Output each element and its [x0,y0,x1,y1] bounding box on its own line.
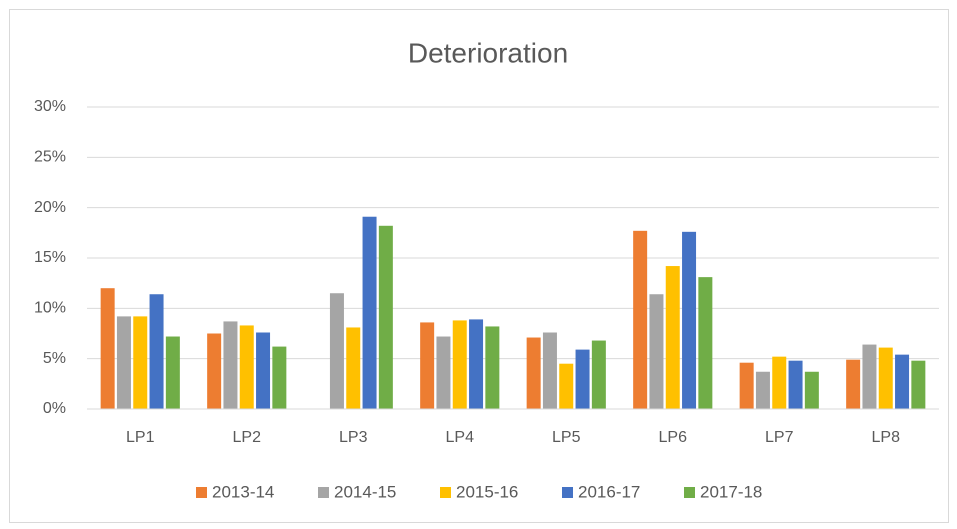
bar [878,347,893,409]
legend-label: 2014-15 [334,482,396,501]
bar [362,216,377,409]
bar [256,332,271,409]
bar [420,322,435,409]
legend-swatch [562,487,573,498]
y-tick-label: 5% [43,350,66,367]
bar [149,294,164,409]
legend-label: 2015-16 [456,482,518,501]
bar [575,349,590,409]
bar [895,354,910,409]
bar [100,288,115,409]
legend-label: 2013-14 [212,482,274,501]
chart-title: Deterioration [408,37,568,68]
bar [223,321,238,409]
legend-swatch [318,487,329,498]
bar [862,344,877,409]
bar [788,360,803,409]
bar [682,231,697,409]
legend-label: 2017-18 [700,482,762,501]
x-tick-label: LP4 [446,429,475,446]
bar [133,316,148,409]
x-tick-label: LP3 [339,429,368,446]
bar [469,319,484,409]
bar [633,230,648,409]
legend-swatch [196,487,207,498]
chart-border [9,9,949,523]
y-tick-label: 30% [34,98,66,115]
x-tick-label: LP1 [126,429,155,446]
bar [526,337,541,409]
bar [485,326,500,409]
x-tick-label: LP6 [659,429,688,446]
x-tick-label: LP5 [552,429,581,446]
bar [272,346,287,409]
y-tick-label: 20% [34,199,66,216]
bar [755,371,770,409]
x-tick-label: LP8 [872,429,901,446]
bar [207,333,222,409]
bar [739,362,754,409]
x-tick-label: LP7 [765,429,794,446]
bar [698,277,713,409]
bar [846,359,861,409]
legend-swatch [684,487,695,498]
bar [346,327,361,409]
legend-swatch [440,487,451,498]
bar [436,336,451,409]
bar [452,320,467,409]
bar [649,294,664,409]
bar [329,293,344,409]
bar [772,356,787,409]
y-tick-label: 0% [43,400,66,417]
legend-label: 2016-17 [578,482,640,501]
y-tick-label: 15% [34,249,66,266]
bar [239,325,254,409]
bar [165,336,180,409]
y-tick-label: 10% [34,300,66,317]
x-tick-label: LP2 [233,429,262,446]
bar [559,363,574,409]
bar [804,371,819,409]
bar [911,360,926,409]
bar [665,266,680,409]
bar [542,332,557,409]
bar [116,316,131,409]
y-tick-label: 25% [34,149,66,166]
bar [378,225,393,409]
bar [591,340,606,409]
